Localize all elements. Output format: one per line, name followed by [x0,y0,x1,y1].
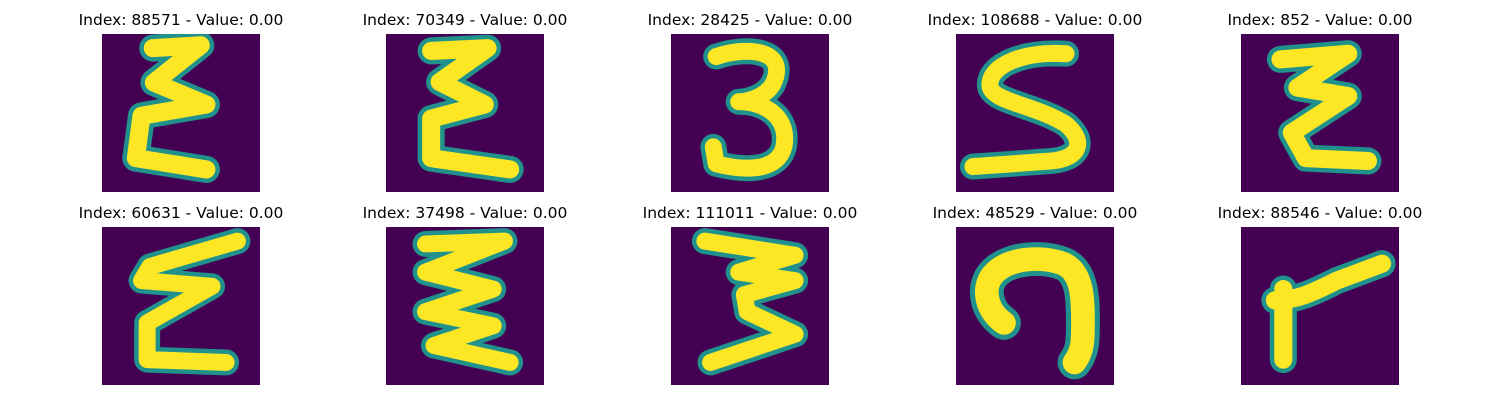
digit-image [102,34,260,192]
panel-3: Index: 28425 - Value: 0.00 [625,10,875,200]
digit-image [1241,227,1399,385]
panel-title: Index: 48529 - Value: 0.00 [932,204,1138,222]
panel-7: Index: 37498 - Value: 0.00 [340,203,590,393]
panel-title: Index: 37498 - Value: 0.00 [362,204,568,222]
digit-image [386,227,544,385]
panel-4: Index: 108688 - Value: 0.00 [910,10,1160,200]
digit-image [956,227,1114,385]
panel-title: Index: 852 - Value: 0.00 [1227,11,1413,29]
panel-9: Index: 48529 - Value: 0.00 [910,203,1160,393]
panel-title: Index: 88571 - Value: 0.00 [78,11,284,29]
digit-image [102,227,260,385]
panel-6: Index: 60631 - Value: 0.00 [56,203,306,393]
panel-title: Index: 70349 - Value: 0.00 [362,11,568,29]
panel-2: Index: 70349 - Value: 0.00 [340,10,590,200]
panel-title: Index: 108688 - Value: 0.00 [927,11,1143,29]
digit-image [671,227,829,385]
panel-title: Index: 88546 - Value: 0.00 [1217,204,1423,222]
digit-image [1241,34,1399,192]
panel-1: Index: 88571 - Value: 0.00 [56,10,306,200]
panel-title: Index: 111011 - Value: 0.00 [642,204,858,222]
digit-image [671,34,829,192]
digit-image [956,34,1114,192]
panel-title: Index: 60631 - Value: 0.00 [78,204,284,222]
digit-image [386,34,544,192]
panel-10: Index: 88546 - Value: 0.00 [1195,203,1445,393]
panel-title: Index: 28425 - Value: 0.00 [647,11,853,29]
panel-8: Index: 111011 - Value: 0.00 [625,203,875,393]
panel-5: Index: 852 - Value: 0.00 [1195,10,1445,200]
